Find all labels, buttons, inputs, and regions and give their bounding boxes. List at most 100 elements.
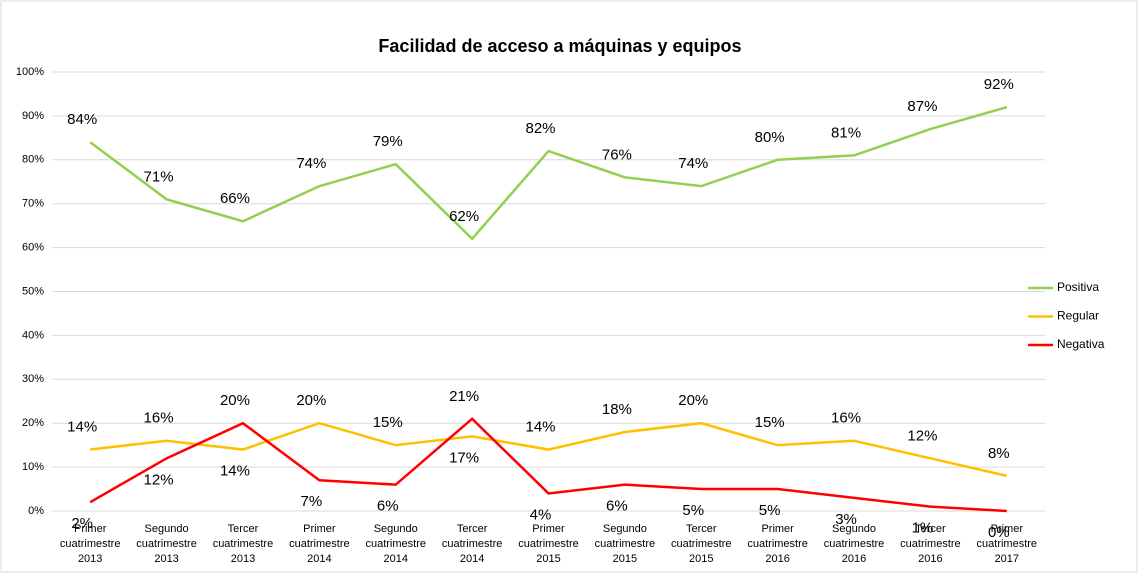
- x-tick-line: Segundo: [832, 523, 876, 535]
- series-line: [89, 105, 1008, 241]
- y-tick-label: 0%: [28, 505, 44, 517]
- x-tick-line: 2015: [613, 553, 637, 565]
- data-label: 80%: [755, 129, 785, 146]
- x-tick-line: 2016: [842, 553, 866, 565]
- y-tick-label: 90%: [22, 110, 44, 122]
- data-label: 7%: [301, 493, 323, 510]
- y-tick-label: 40%: [22, 329, 44, 341]
- data-label: 20%: [678, 392, 708, 409]
- data-label: 16%: [144, 410, 174, 427]
- x-tick-line: cuatrimestre: [136, 538, 197, 550]
- data-label: 4%: [530, 506, 552, 523]
- x-tick-line: Primer: [74, 523, 107, 535]
- data-label: 74%: [678, 155, 708, 172]
- data-label: 82%: [525, 120, 555, 137]
- x-tick-line: cuatrimestre: [442, 538, 503, 550]
- x-tick-line: Primer: [532, 523, 565, 535]
- data-label: 17%: [449, 449, 479, 466]
- x-tick-label: Primer cuatrimestre 2016: [747, 523, 808, 565]
- x-tick-line: cuatrimestre: [60, 538, 121, 550]
- data-label: 74%: [296, 155, 326, 172]
- x-tick-line: Tercer: [457, 523, 488, 535]
- data-label: 62%: [449, 208, 479, 225]
- x-tick-line: cuatrimestre: [824, 538, 885, 550]
- y-tick-label: 30%: [22, 373, 44, 385]
- x-tick-line: cuatrimestre: [365, 538, 426, 550]
- data-label: 20%: [296, 392, 326, 409]
- x-tick-line: 2014: [383, 553, 407, 565]
- data-label: 76%: [602, 146, 632, 163]
- x-tick-line: 2017: [995, 553, 1019, 565]
- data-label: 14%: [220, 463, 250, 480]
- x-tick-label: Primer cuatrimestre 2014: [289, 523, 350, 565]
- x-tick-label: Primer cuatrimestre 2017: [977, 523, 1038, 565]
- data-label: 15%: [373, 414, 403, 431]
- x-tick-line: 2013: [78, 553, 102, 565]
- data-label: 20%: [220, 392, 250, 409]
- x-tick-line: Segundo: [145, 523, 189, 535]
- data-label: 16%: [831, 410, 861, 427]
- chart-title: Facilidad de acceso a máquinas y equipos: [378, 36, 741, 56]
- x-tick-label: Segundo cuatrimestre 2015: [595, 523, 656, 565]
- x-tick-line: 2016: [918, 553, 942, 565]
- x-tick-label: Primer cuatrimestre 2015: [518, 523, 579, 565]
- data-label: 2%: [71, 515, 93, 532]
- x-tick-line: cuatrimestre: [671, 538, 732, 550]
- x-tick-line: 2015: [689, 553, 713, 565]
- data-label: 14%: [525, 419, 555, 436]
- y-tick-label: 60%: [22, 242, 44, 254]
- legend-label: Regular: [1057, 309, 1099, 323]
- x-tick-label: Tercer cuatrimestre 2014: [442, 523, 503, 565]
- x-tick-label: Primer cuatrimestre 2013: [60, 523, 121, 565]
- x-tick-line: 2015: [536, 553, 560, 565]
- x-tick-line: Segundo: [374, 523, 418, 535]
- legend-label: Negativa: [1057, 337, 1105, 351]
- data-label: 6%: [377, 498, 399, 515]
- data-label: 15%: [755, 414, 785, 431]
- data-label: 14%: [67, 419, 97, 436]
- x-tick-label: Tercer cuatrimestre 2013: [213, 523, 274, 565]
- x-tick-line: cuatrimestre: [213, 538, 274, 550]
- data-label: 0%: [988, 524, 1010, 541]
- y-tick-label: 80%: [22, 154, 44, 166]
- data-label: 12%: [907, 427, 937, 444]
- data-label: 66%: [220, 190, 250, 207]
- x-tick-line: Primer: [761, 523, 794, 535]
- x-tick-label: Segundo cuatrimestre 2016: [824, 523, 885, 565]
- x-tick-line: cuatrimestre: [518, 538, 579, 550]
- x-tick-line: cuatrimestre: [747, 538, 808, 550]
- x-tick-line: cuatrimestre: [595, 538, 656, 550]
- data-label: 18%: [602, 401, 632, 418]
- data-label: 12%: [144, 471, 174, 488]
- data-label: 1%: [912, 520, 934, 537]
- data-label: 87%: [907, 98, 937, 115]
- y-tick-label: 20%: [22, 417, 44, 429]
- x-tick-line: Primer: [991, 523, 1024, 535]
- x-tick-line: 2013: [231, 553, 255, 565]
- legend-label: Positiva: [1057, 280, 1099, 294]
- x-tick-label: Tercer cuatrimestre 2015: [671, 523, 732, 565]
- x-tick-line: Tercer: [686, 523, 717, 535]
- x-tick-line: cuatrimestre: [900, 538, 961, 550]
- x-tick-line: Primer: [303, 523, 336, 535]
- data-label: 21%: [449, 388, 479, 405]
- data-label: 5%: [682, 502, 704, 519]
- data-label: 81%: [831, 124, 861, 141]
- x-tick-line: Tercer: [915, 523, 946, 535]
- x-tick-label: Segundo cuatrimestre 2014: [365, 523, 426, 565]
- series-line: [90, 421, 1008, 478]
- x-tick-line: 2014: [460, 553, 484, 565]
- x-tick-label: Segundo cuatrimestre 2013: [136, 523, 197, 565]
- x-tick-line: 2013: [154, 553, 178, 565]
- data-label: 84%: [67, 111, 97, 128]
- data-label: 5%: [759, 502, 781, 519]
- y-tick-label: 10%: [22, 461, 44, 473]
- data-label: 6%: [606, 498, 628, 515]
- y-tick-label: 100%: [16, 66, 44, 78]
- x-tick-line: 2014: [307, 553, 331, 565]
- data-label: 3%: [835, 511, 857, 528]
- y-tick-label: 70%: [22, 198, 44, 210]
- data-label: 92%: [984, 76, 1014, 93]
